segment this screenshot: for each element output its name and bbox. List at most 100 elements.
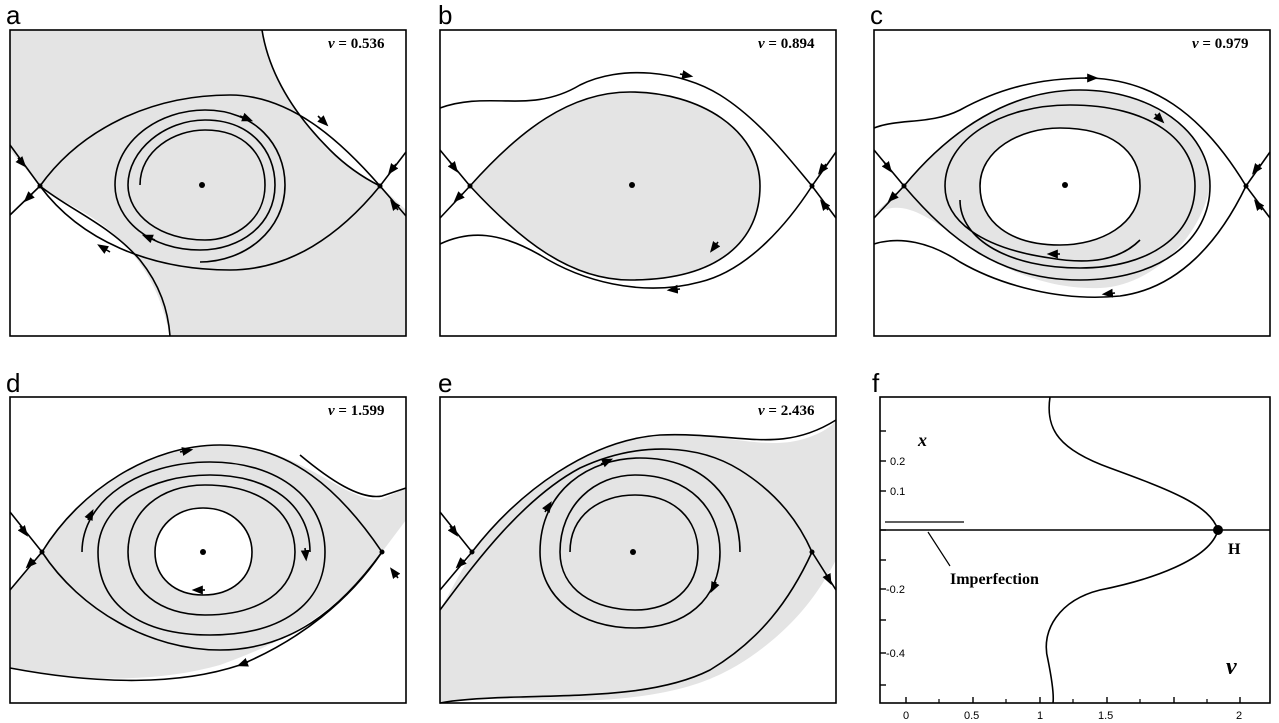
outer-manifold-e-bottom (439, 551, 813, 704)
outer-orbit-c-bottom (873, 184, 1271, 298)
arrow-a2 (239, 112, 254, 122)
outer-manifold-e (439, 448, 837, 611)
arrow-a7 (387, 163, 399, 175)
saddle-right-e (809, 549, 815, 555)
panel-d-frame (9, 396, 407, 704)
separatrix-c (873, 89, 1211, 281)
separatrix-e (439, 419, 837, 554)
fixed-point-a (199, 182, 205, 188)
unstable-branch-a-top (261, 29, 407, 188)
arrow-b5 (453, 191, 465, 203)
panel-b-frame (439, 29, 837, 337)
arrow-e6 (822, 572, 832, 586)
inner-orbit-d (127, 484, 296, 616)
panel-c: c v = 0.979 (870, 0, 1271, 337)
f-x-tick-1.5: 1.5 (1098, 710, 1113, 722)
spiral-d (81, 461, 326, 636)
arrow-b6 (817, 163, 829, 175)
saddle-left-a (37, 183, 43, 189)
arrow-b3 (666, 284, 681, 294)
panel-letter-a: a (6, 0, 21, 30)
fixed-point-d (200, 549, 206, 555)
saddle-left-e (469, 549, 475, 555)
shaded-basin-b (470, 92, 760, 280)
nu-label-e: v = 2.436 (758, 403, 815, 419)
panel-c-frame (873, 29, 1271, 337)
shaded-annulus-c (874, 90, 1210, 289)
panel-letter-e: e (438, 368, 452, 398)
outer-manifold-d-top (299, 454, 407, 498)
fixed-point-e (630, 549, 636, 555)
arrow-c5 (881, 161, 893, 173)
arrow-a6 (23, 191, 35, 203)
panel-letter-d: d (6, 368, 20, 398)
fixed-point-b (629, 182, 635, 188)
arrow-c6 (887, 191, 899, 203)
arrow-d7 (25, 557, 37, 569)
saddle-right-d (379, 549, 385, 555)
arrow-d8 (389, 567, 401, 579)
lower-manifold-a (39, 185, 171, 337)
arrow-d2 (84, 508, 94, 522)
panel-letter-f: f (872, 368, 880, 398)
arrow-a1 (317, 115, 329, 127)
arrow-b4 (447, 161, 459, 173)
f-y-axis-label: x (917, 430, 927, 450)
bifurcation-curve (1045, 396, 1219, 704)
arrow-d1 (179, 447, 194, 456)
panel-a-frame (9, 29, 407, 337)
panel-letter-c: c (870, 0, 883, 30)
outer-orbit-c-top (873, 77, 1271, 188)
f-x-tick-1: 1 (1037, 710, 1043, 722)
saddle-right-c (1243, 183, 1249, 189)
f-x-tick-2: 2 (1236, 710, 1242, 722)
f-x-axis-label: v (1226, 654, 1237, 680)
nu-label-b: v = 0.894 (758, 36, 815, 52)
f-y-ticks (880, 430, 886, 686)
saddle-left-b (467, 183, 473, 189)
arrow-e5 (455, 557, 467, 569)
panel-e: e v = 2.436 (438, 368, 837, 704)
panel-d: d v = 1.599 (6, 368, 407, 704)
arrow-b2 (709, 241, 721, 253)
f-y-tick-neg0.4: -0.4 (886, 648, 905, 660)
arrow-a3 (141, 234, 156, 244)
arrow-c2 (1153, 112, 1165, 124)
arrow-c4 (1101, 288, 1116, 298)
arrow-a8 (389, 199, 401, 211)
arrow-a4 (97, 244, 111, 254)
spiral-a (114, 109, 286, 263)
arrow-d5 (236, 658, 249, 667)
arrow-b1 (679, 70, 694, 79)
panel-e-frame (439, 396, 837, 704)
f-y-tick-0.2: 0.2 (890, 456, 905, 468)
outer-orbit-b-top (439, 71, 837, 188)
panel-letter-b: b (438, 0, 452, 30)
saddle-right-a (377, 183, 383, 189)
f-x-tick-0: 0 (903, 710, 909, 722)
panel-f: f 0.2 0.1 -0. (872, 368, 1271, 722)
nu-label-a: v = 0.536 (328, 36, 385, 52)
inner-spiral-c (944, 104, 1196, 269)
arrow-e3 (710, 580, 720, 594)
inner-boundary-c (979, 127, 1141, 246)
f-x-ticks (905, 697, 1241, 703)
saddle-left-d (39, 549, 45, 555)
fixed-point-c (1062, 182, 1068, 188)
arrow-d6 (17, 525, 29, 537)
panel-b: b v = 0.894 (438, 0, 837, 337)
hopf-point (1213, 525, 1223, 535)
shaded-basin-a (10, 30, 406, 336)
arrow-b7 (819, 199, 831, 211)
arrow-e2 (600, 458, 614, 468)
arrow-c7 (1251, 163, 1263, 175)
arrow-e1 (542, 501, 552, 514)
panel-f-frame (879, 396, 1271, 704)
panel-a: a v = 0.536 (6, 0, 407, 337)
imperfection-pointer (927, 531, 951, 567)
spiral-e (539, 457, 741, 629)
f-y-tick-neg0.2: -0.2 (886, 584, 905, 596)
hopf-label: H (1228, 541, 1241, 558)
saddle-right-b (809, 183, 815, 189)
